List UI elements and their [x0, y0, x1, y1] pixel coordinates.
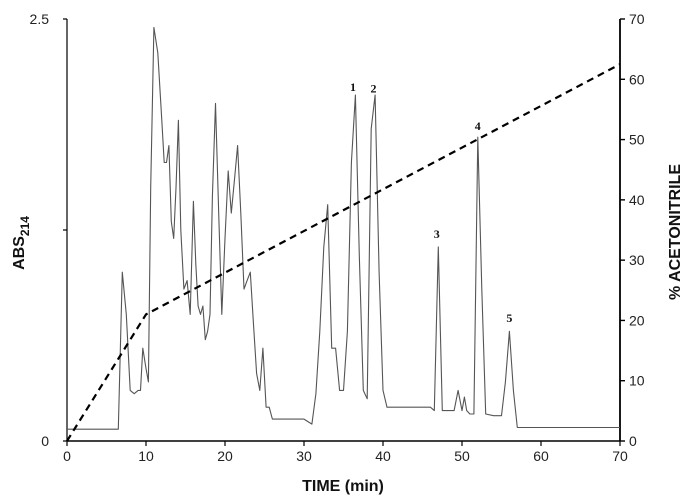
x-tick-label: 30: [296, 448, 312, 464]
x-tick-label: 50: [454, 448, 470, 464]
peak-label: 5: [506, 311, 512, 325]
x-tick-label: 40: [375, 448, 391, 464]
right-y-tick-label: 0: [629, 433, 637, 449]
right-y-tick-label: 40: [629, 192, 645, 208]
right-y-tick-label: 50: [629, 132, 645, 148]
left-y-tick-label: 2.5: [30, 11, 50, 27]
left-axis-title-main: ABS: [11, 236, 28, 270]
x-axis-title: TIME (min): [302, 478, 384, 495]
acetonitrile-gradient-line: [66, 63, 621, 442]
right-y-tick-label: 20: [629, 312, 645, 328]
x-tick-label: 70: [612, 448, 628, 464]
peak-label: 4: [475, 119, 481, 133]
x-tick-label: 10: [138, 448, 154, 464]
x-tick-label: 20: [217, 448, 233, 464]
right-y-tick-label: 70: [629, 11, 645, 27]
peak-label: 3: [434, 227, 440, 241]
left-y-tick-label: 0: [41, 433, 49, 449]
peak-label: 2: [371, 82, 377, 96]
right-y-tick-label: 30: [629, 252, 645, 268]
right-y-tick-label: 60: [629, 71, 645, 87]
axes: [63, 18, 625, 446]
peak-annotations: 1 2 3 4 5: [350, 80, 512, 325]
left-axis-title-subscript: 214: [18, 216, 32, 236]
left-axis-title: ABS214: [11, 216, 32, 270]
x-tick-label: 0: [63, 448, 71, 464]
right-axis-title: % ACETONITRILE: [667, 164, 684, 300]
peak-label: 1: [350, 80, 356, 94]
plot-area: [66, 26, 621, 442]
x-tick-label: 60: [533, 448, 549, 464]
right-y-tick-label: 10: [629, 373, 645, 389]
absorbance-trace-line: [67, 26, 620, 430]
